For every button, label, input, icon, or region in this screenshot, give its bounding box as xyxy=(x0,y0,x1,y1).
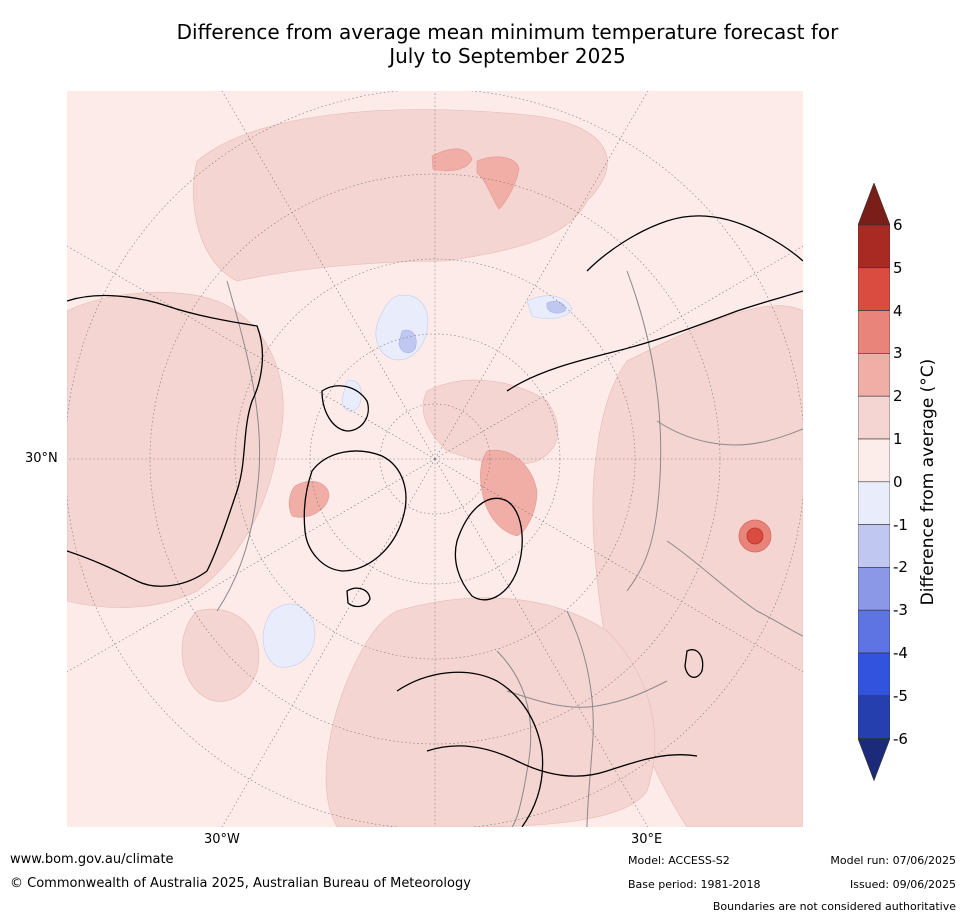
colorbar-tick-label: 5 xyxy=(893,258,903,277)
coast-europe xyxy=(396,671,544,827)
colorbar-tick-label: -2 xyxy=(893,558,908,577)
colorbar-segment xyxy=(858,524,890,568)
cool-region-atlantic xyxy=(262,603,316,668)
colorbar-segment xyxy=(858,224,890,269)
warm-patch-3 xyxy=(480,449,538,537)
warm-regions-1-2 xyxy=(67,109,803,827)
cool-region-greenland-coast xyxy=(341,380,362,412)
coast-greenland xyxy=(303,450,407,572)
colorbar-tick-label: -6 xyxy=(893,729,908,748)
colorbar-tick-label: 4 xyxy=(893,301,903,320)
colorbar-segment xyxy=(858,652,890,697)
cool-patch-1 xyxy=(398,329,417,354)
colorbar-segment xyxy=(858,695,890,739)
footer-issued: Issued: 09/06/2025 xyxy=(849,878,956,891)
colorbar-segment xyxy=(858,438,890,483)
footer-base-period: Base period: 1981-2018 xyxy=(628,878,761,891)
polar-map xyxy=(67,91,803,827)
lat-label-30n: 30°N xyxy=(25,451,58,466)
cool-patch-2 xyxy=(546,301,566,314)
colorbar-segment xyxy=(858,481,890,525)
coastlines xyxy=(67,215,803,827)
colorbar-segment xyxy=(858,353,890,397)
warm-region-europe xyxy=(325,597,656,827)
colorbar-tick-label: 1 xyxy=(893,430,903,448)
coast-siberia xyxy=(506,290,803,392)
colorbar-tick-label: -5 xyxy=(893,686,908,705)
warm-region-north-america xyxy=(67,291,284,608)
title-line-1: Difference from average mean minimum tem… xyxy=(176,20,839,44)
coast-mediterranean xyxy=(426,745,698,777)
map-title: Difference from average mean minimum tem… xyxy=(0,20,965,68)
colorbar-segment xyxy=(858,567,890,611)
colorbar-tick-label: 3 xyxy=(893,344,903,363)
colorbar-segment xyxy=(858,395,890,440)
colorbar-tick-label: -4 xyxy=(893,644,908,662)
coast-arctic-islands xyxy=(321,385,369,432)
warm-region-pacific xyxy=(181,608,260,702)
colorbar-tick-label: -3 xyxy=(893,601,908,620)
colorbar xyxy=(858,183,890,781)
colorbar-extend-bottom xyxy=(858,738,890,781)
coast-caspian xyxy=(684,649,704,678)
warm-patch-4 xyxy=(288,481,330,518)
colorbar-tick-label: 6 xyxy=(893,216,903,234)
lon-label-30w: 30°W xyxy=(204,832,240,847)
footer-model-run: Model run: 07/06/2025 xyxy=(830,854,956,867)
footer-model: Model: ACCESS-S2 xyxy=(628,854,730,867)
colorbar-segment xyxy=(858,310,890,354)
coast-north-america xyxy=(67,294,264,587)
coast-asia-pacific xyxy=(586,215,803,272)
colorbar-segment xyxy=(858,609,890,654)
colorbar-tick-label: 2 xyxy=(893,387,903,406)
footer-website[interactable]: www.bom.gov.au/climate xyxy=(10,852,174,867)
country-boundaries xyxy=(216,270,803,827)
footer-disclaimer: Boundaries are not considered authoritat… xyxy=(712,900,956,913)
graticule-meridians xyxy=(67,91,803,827)
coast-iceland xyxy=(346,587,371,608)
coast-scandinavia xyxy=(454,497,523,601)
colorbar-title: Difference from average (°C) xyxy=(918,358,938,606)
warm-patch-2 xyxy=(476,156,520,210)
colorbar-tick-label: -1 xyxy=(893,515,908,534)
title-line-2: July to September 2025 xyxy=(389,44,626,68)
colorbar-segment xyxy=(858,267,890,311)
cool-regions-strong xyxy=(398,301,566,354)
colorbar-extend-top xyxy=(858,183,890,226)
warm-region-north-atlantic xyxy=(193,109,608,282)
colorbar-tick-label: 0 xyxy=(893,472,903,491)
warm-hotspot-inner xyxy=(746,527,764,545)
lon-label-30e: 30°E xyxy=(631,832,663,847)
warm-regions-2-3 xyxy=(288,148,538,537)
footer-copyright: © Commonwealth of Australia 2025, Austra… xyxy=(10,876,471,891)
warm-patch-1 xyxy=(431,148,473,172)
